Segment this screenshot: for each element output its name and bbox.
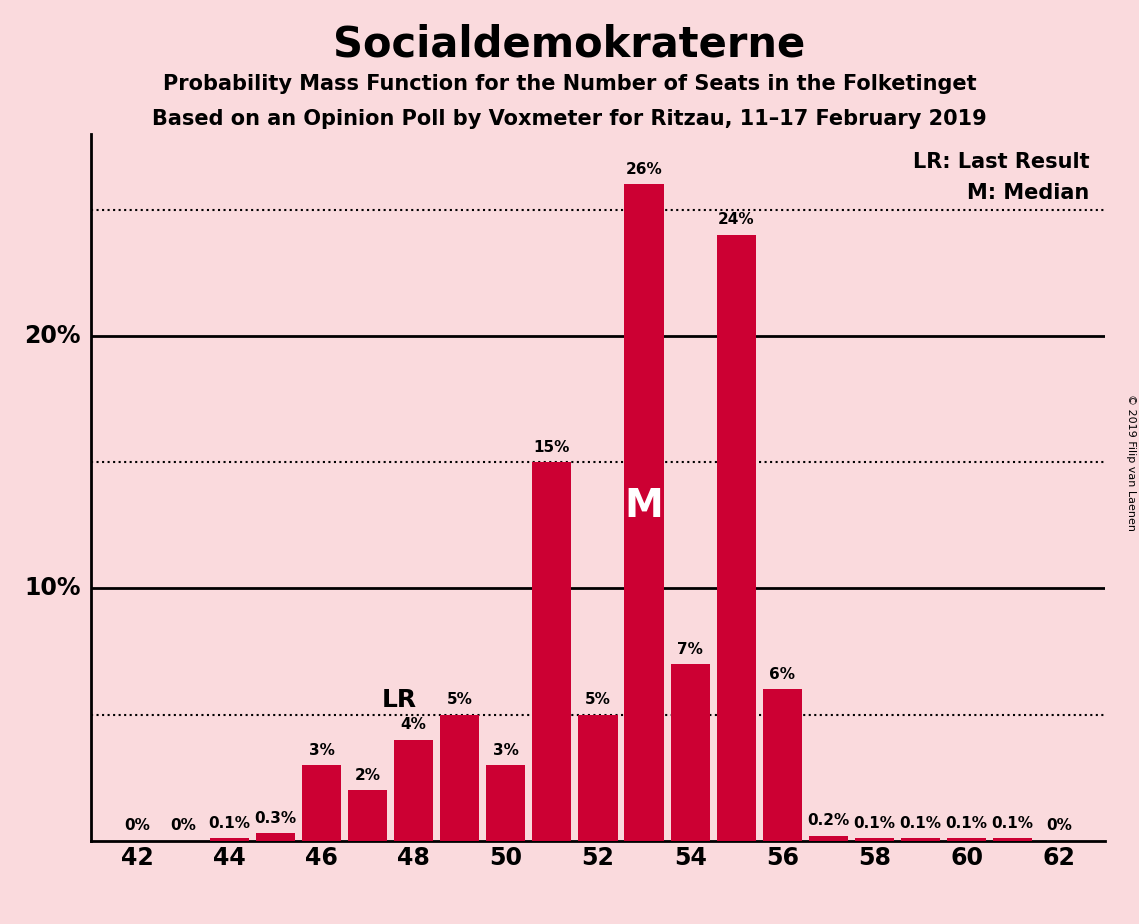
Text: 0.1%: 0.1%	[208, 816, 251, 831]
Bar	[671, 664, 710, 841]
Bar	[624, 185, 664, 841]
Text: 0%: 0%	[1046, 819, 1072, 833]
Bar	[210, 838, 249, 841]
Text: 0.1%: 0.1%	[900, 816, 942, 831]
Bar	[302, 765, 341, 841]
Text: 3%: 3%	[493, 743, 518, 758]
Text: 0%: 0%	[171, 819, 196, 833]
Text: 3%: 3%	[309, 743, 335, 758]
Bar	[394, 740, 433, 841]
Text: 0%: 0%	[124, 819, 150, 833]
Text: 5%: 5%	[446, 692, 473, 707]
Text: 0.3%: 0.3%	[254, 810, 296, 826]
Text: 15%: 15%	[534, 440, 571, 455]
Text: Probability Mass Function for the Number of Seats in the Folketinget: Probability Mass Function for the Number…	[163, 74, 976, 94]
Bar	[486, 765, 525, 841]
Text: © 2019 Filip van Laenen: © 2019 Filip van Laenen	[1126, 394, 1136, 530]
Bar	[716, 235, 756, 841]
Text: 24%: 24%	[718, 213, 754, 227]
Bar	[256, 833, 295, 841]
Text: LR: Last Result: LR: Last Result	[913, 152, 1090, 172]
Text: 0.1%: 0.1%	[853, 816, 895, 831]
Text: 20%: 20%	[24, 324, 81, 348]
Bar	[855, 838, 894, 841]
Text: 26%: 26%	[625, 162, 663, 176]
Bar	[763, 689, 802, 841]
Bar	[579, 714, 617, 841]
Text: 0.1%: 0.1%	[992, 816, 1034, 831]
Text: 0.1%: 0.1%	[945, 816, 988, 831]
Bar	[901, 838, 940, 841]
Text: LR: LR	[382, 688, 417, 712]
Bar	[947, 838, 986, 841]
Text: 0.2%: 0.2%	[808, 813, 850, 828]
Bar	[349, 790, 387, 841]
Text: 6%: 6%	[769, 667, 795, 682]
Text: 7%: 7%	[678, 641, 703, 657]
Bar	[993, 838, 1032, 841]
Bar	[440, 714, 480, 841]
Text: Socialdemokraterne: Socialdemokraterne	[334, 23, 805, 65]
Text: 2%: 2%	[354, 768, 380, 783]
Text: M: Median: M: Median	[967, 184, 1090, 203]
Text: 5%: 5%	[585, 692, 611, 707]
Text: M: M	[624, 487, 663, 525]
Bar	[809, 836, 847, 841]
Bar	[532, 462, 572, 841]
Text: 4%: 4%	[401, 717, 427, 733]
Text: Based on an Opinion Poll by Voxmeter for Ritzau, 11–17 February 2019: Based on an Opinion Poll by Voxmeter for…	[153, 109, 986, 129]
Text: 10%: 10%	[24, 577, 81, 601]
